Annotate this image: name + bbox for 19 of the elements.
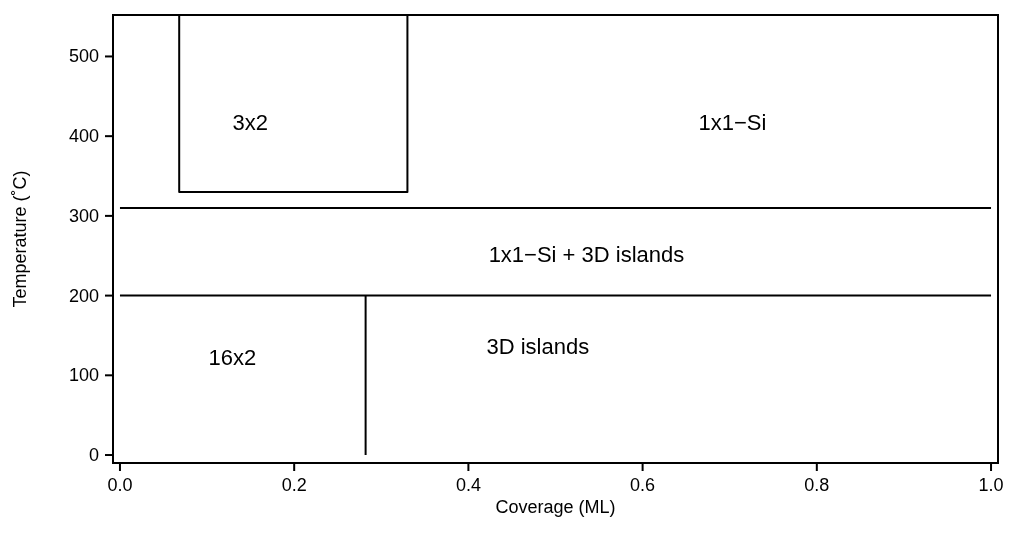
annotation: 1x1−Si + 3D islands [488,242,685,268]
y-tick-label: 0 [88,445,99,466]
x-axis-title: Coverage (ML) [495,497,616,517]
x-tick-label: 0.6 [630,475,656,495]
x-tick-label: 1.0 [978,475,1004,495]
y-axis-title: Temperature (˚C) [10,170,30,308]
annotation: 16x2 [208,345,257,371]
x-tick-label: 0.4 [455,475,481,495]
y-tick-label: 400 [68,126,99,147]
y-tick-label: 100 [68,365,99,386]
x-tick-label: 0.2 [281,475,307,495]
annotation: 3x2 [232,110,268,136]
annotation: 3D islands [486,334,590,360]
annotation: 1x1−Si [698,110,767,136]
y-tick-label: 200 [68,285,99,306]
x-tick-label: 0.0 [107,475,133,495]
y-tick-label: 300 [68,205,99,226]
x-tick-label: 0.8 [804,475,830,495]
y-tick-label: 500 [68,46,99,67]
